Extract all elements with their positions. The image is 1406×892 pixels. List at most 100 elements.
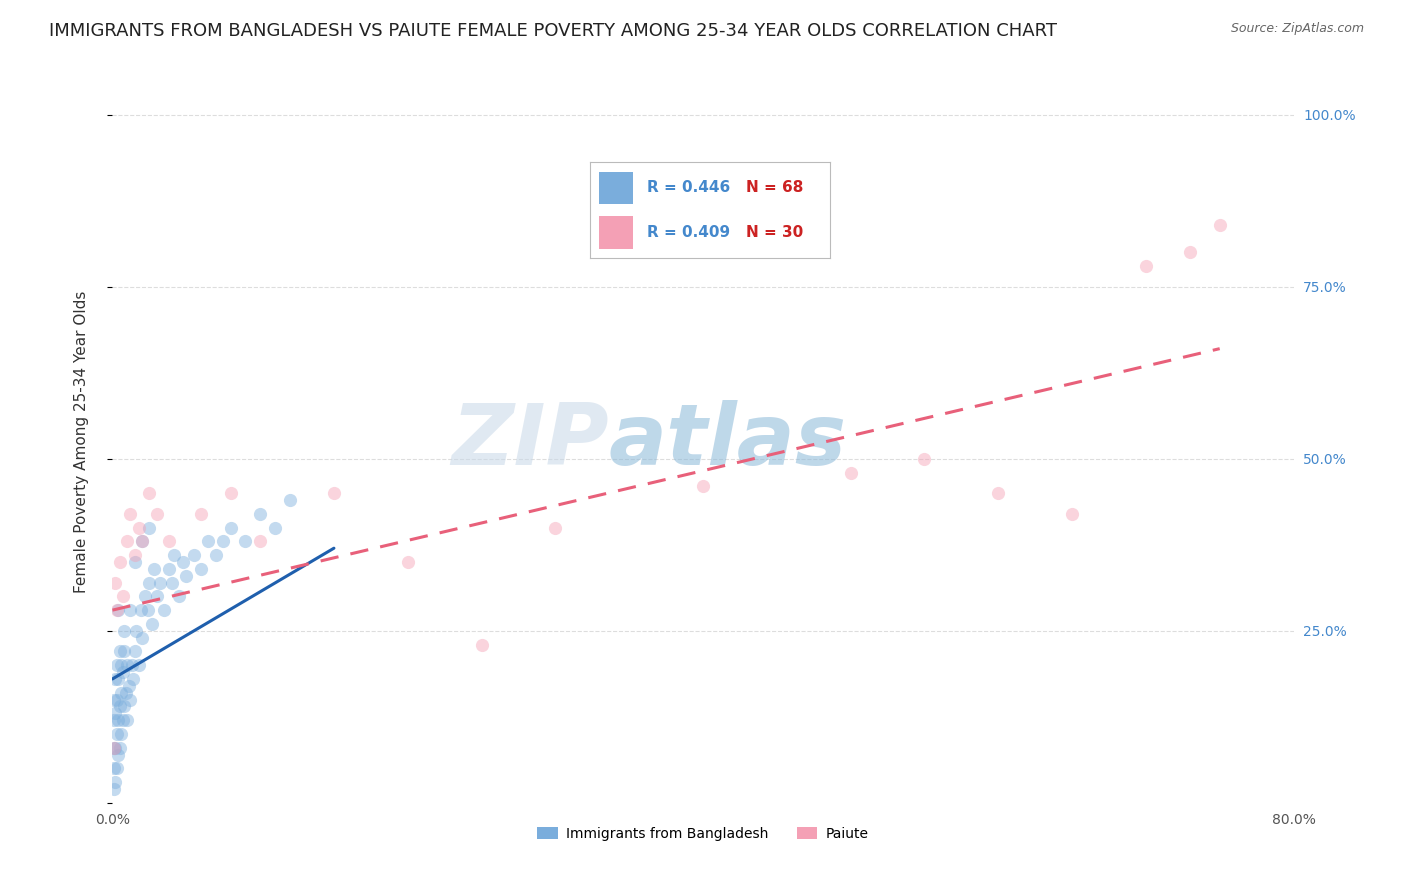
Point bbox=[112, 699, 135, 714]
Point bbox=[212, 534, 235, 549]
Point bbox=[104, 575, 127, 590]
Point bbox=[131, 534, 153, 549]
Point bbox=[105, 761, 128, 775]
Point bbox=[120, 692, 142, 706]
Point bbox=[1062, 507, 1084, 521]
Point bbox=[138, 520, 160, 534]
Legend: Immigrants from Bangladesh, Paiute: Immigrants from Bangladesh, Paiute bbox=[531, 822, 875, 847]
Point bbox=[128, 658, 150, 673]
Point bbox=[662, 225, 685, 239]
Point bbox=[278, 493, 301, 508]
Point bbox=[160, 575, 183, 590]
Point bbox=[692, 479, 714, 493]
Point bbox=[987, 486, 1010, 500]
Point bbox=[163, 548, 186, 562]
Y-axis label: Female Poverty Among 25-34 Year Olds: Female Poverty Among 25-34 Year Olds bbox=[75, 291, 89, 592]
Point bbox=[124, 555, 146, 569]
Point bbox=[233, 534, 256, 549]
Text: ZIP: ZIP bbox=[451, 400, 609, 483]
Point bbox=[197, 534, 219, 549]
Point bbox=[104, 775, 127, 789]
Point bbox=[128, 520, 150, 534]
Bar bbox=[599, 216, 633, 249]
Point bbox=[114, 686, 136, 700]
Point bbox=[103, 713, 125, 727]
Point bbox=[110, 658, 132, 673]
Point bbox=[136, 603, 159, 617]
Point bbox=[107, 713, 129, 727]
Point bbox=[110, 686, 132, 700]
Point bbox=[111, 665, 134, 679]
Point bbox=[108, 699, 131, 714]
Point bbox=[117, 658, 138, 673]
Point bbox=[470, 638, 494, 652]
Point bbox=[131, 631, 153, 645]
Point bbox=[190, 562, 212, 576]
Point bbox=[914, 451, 936, 466]
Point bbox=[108, 555, 131, 569]
Point bbox=[105, 658, 128, 673]
Point bbox=[111, 713, 134, 727]
Point bbox=[323, 486, 346, 500]
Point bbox=[146, 590, 169, 604]
Point bbox=[1135, 259, 1157, 273]
Point bbox=[396, 555, 419, 569]
Point bbox=[104, 706, 127, 721]
Point bbox=[118, 679, 141, 693]
Point bbox=[167, 590, 190, 604]
Point bbox=[157, 562, 180, 576]
Text: atlas: atlas bbox=[609, 400, 846, 483]
Point bbox=[138, 486, 160, 500]
Point bbox=[108, 644, 131, 658]
Bar bbox=[599, 171, 633, 204]
Point bbox=[183, 548, 205, 562]
Text: R = 0.409: R = 0.409 bbox=[647, 225, 731, 240]
Text: Source: ZipAtlas.com: Source: ZipAtlas.com bbox=[1230, 22, 1364, 36]
Point bbox=[1178, 245, 1201, 260]
Point bbox=[174, 568, 197, 582]
Point bbox=[131, 534, 153, 549]
Point bbox=[120, 603, 142, 617]
Point bbox=[839, 466, 862, 480]
Point bbox=[104, 672, 127, 686]
Point bbox=[110, 727, 132, 741]
Point bbox=[205, 548, 228, 562]
Point bbox=[107, 747, 129, 762]
Point bbox=[103, 782, 125, 797]
Point bbox=[112, 624, 135, 638]
Point bbox=[544, 520, 567, 534]
Point bbox=[1208, 218, 1232, 232]
Point bbox=[141, 616, 163, 631]
Point bbox=[105, 727, 128, 741]
Point bbox=[121, 658, 143, 673]
Point bbox=[117, 713, 138, 727]
Point bbox=[122, 672, 145, 686]
Point bbox=[108, 740, 131, 755]
Point bbox=[117, 534, 138, 549]
Point bbox=[134, 590, 156, 604]
Point bbox=[124, 644, 146, 658]
Point bbox=[107, 672, 129, 686]
Point bbox=[249, 534, 271, 549]
Point bbox=[107, 603, 129, 617]
Point bbox=[111, 590, 134, 604]
Point bbox=[142, 562, 165, 576]
Point bbox=[112, 644, 135, 658]
Point bbox=[149, 575, 172, 590]
Text: IMMIGRANTS FROM BANGLADESH VS PAIUTE FEMALE POVERTY AMONG 25-34 YEAR OLDS CORREL: IMMIGRANTS FROM BANGLADESH VS PAIUTE FEM… bbox=[49, 22, 1057, 40]
Point bbox=[190, 507, 212, 521]
Point bbox=[138, 575, 160, 590]
Point bbox=[103, 740, 125, 755]
Point bbox=[120, 507, 142, 521]
Point bbox=[103, 761, 125, 775]
Point bbox=[219, 520, 242, 534]
Text: N = 30: N = 30 bbox=[745, 225, 803, 240]
Point bbox=[219, 486, 242, 500]
Point bbox=[146, 507, 169, 521]
Point bbox=[105, 603, 128, 617]
Point bbox=[153, 603, 176, 617]
Point bbox=[264, 520, 287, 534]
Point bbox=[105, 692, 128, 706]
Point bbox=[125, 624, 148, 638]
Point bbox=[249, 507, 271, 521]
